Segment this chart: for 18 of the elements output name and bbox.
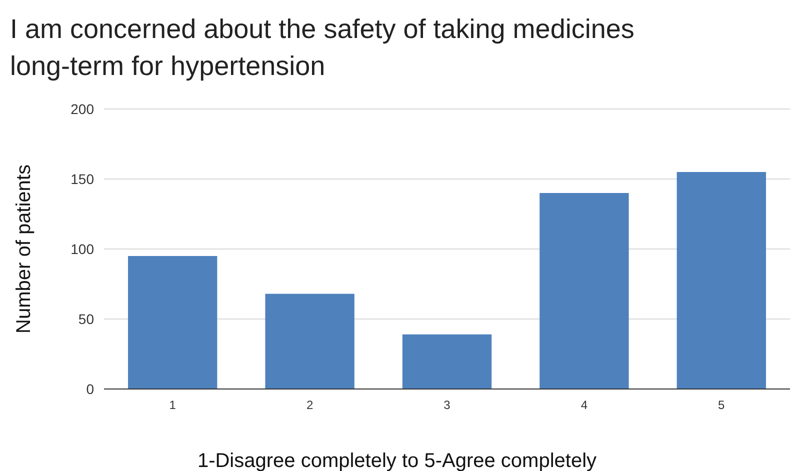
y-tick-label: 0: [86, 380, 94, 397]
bar: [676, 172, 766, 389]
x-tick-label: 5: [718, 398, 726, 412]
y-tick-label: 100: [70, 240, 94, 257]
bar: [402, 334, 492, 389]
bar: [265, 294, 354, 389]
y-tick-label: 200: [70, 100, 94, 117]
x-tick-label: 4: [580, 398, 588, 412]
chart-title: I am concerned about the safety of taking medicines long-term for hypertension: [10, 14, 634, 81]
x-tick-label: 3: [444, 398, 451, 412]
x-tick-label: 1: [169, 398, 176, 412]
y-tick-label: 50: [78, 310, 94, 327]
bar: [540, 193, 629, 389]
y-axis-title: Number of patients: [13, 164, 35, 334]
x-axis-title: 1-Disagree completely to 5-Agree completely: [197, 450, 597, 471]
x-tick-label: 2: [306, 398, 314, 412]
y-tick-label: 150: [70, 170, 94, 187]
bar: [128, 256, 218, 389]
